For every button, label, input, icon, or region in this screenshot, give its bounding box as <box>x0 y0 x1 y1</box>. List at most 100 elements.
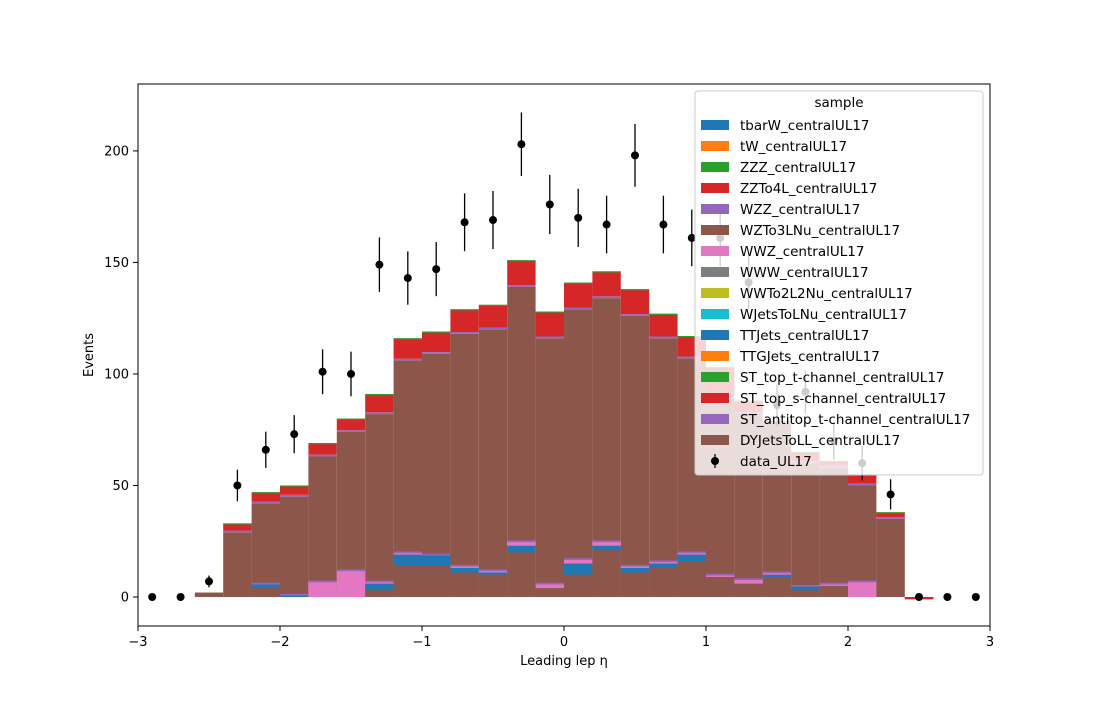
bars-layer <box>194 260 934 600</box>
green-sliver-bar <box>620 289 650 291</box>
green-sliver-bar <box>649 313 678 315</box>
data-point <box>233 481 242 490</box>
minor-wwz-bar <box>819 583 848 586</box>
minor-edge-bar <box>564 558 593 560</box>
legend-label: ST_antitop_t-channel_centralUL17 <box>740 412 970 428</box>
legend-swatch <box>701 393 729 403</box>
minor-dy-bar <box>734 583 763 598</box>
legend-swatch <box>701 309 729 319</box>
minor-wwz-bar <box>365 581 394 584</box>
minor-ttjets-bar <box>620 568 650 573</box>
minor-dy-bar <box>706 576 735 598</box>
legend-label: tW_centralUL17 <box>740 139 847 155</box>
minor-ttjets-bar <box>677 554 706 562</box>
y-axis-label: Events <box>82 333 97 377</box>
red-stack-bar <box>592 271 621 297</box>
y-tick-label: 200 <box>104 144 129 159</box>
data-point <box>205 577 213 586</box>
minor-edge-bar <box>365 580 394 583</box>
minor-ttjets-bar <box>507 545 536 553</box>
legend-label: WZZ_centralUL17 <box>740 202 860 218</box>
green-sliver-bar <box>507 260 536 262</box>
legend-label: WJetsToLNu_centralUL17 <box>740 307 907 323</box>
red-stack-bar <box>365 394 394 413</box>
red-stack-bar <box>478 304 508 328</box>
minor-dy-bar <box>592 550 621 598</box>
red-stack-bar <box>564 282 593 308</box>
red-stack-bar <box>308 443 337 455</box>
legend-swatch <box>701 162 729 172</box>
red-stack-bar <box>535 311 564 337</box>
boundary-bar <box>507 285 536 287</box>
legend: sample tbarW_centralUL17 tW_centralUL17 ZZ… <box>694 90 984 476</box>
boundary-bar <box>450 332 479 334</box>
data-point <box>517 140 526 149</box>
legend-swatch <box>701 414 729 424</box>
minor-edge-bar <box>308 580 337 583</box>
data-point <box>403 274 412 283</box>
legend-swatch <box>701 351 729 361</box>
x-tick-label: −1 <box>412 635 431 650</box>
boundary-bar <box>308 454 337 457</box>
data-point <box>489 216 497 225</box>
green-sliver-bar <box>280 485 309 487</box>
minor-ttjets-bar <box>365 583 394 591</box>
minor-edge-bar <box>819 582 848 585</box>
legend-swatch <box>701 225 729 235</box>
green-sliver-bar <box>535 311 564 313</box>
minor-edge-bar <box>535 582 564 585</box>
x-tick-label: 2 <box>844 635 852 650</box>
data-point <box>915 593 923 602</box>
minor-edge-bar <box>734 578 763 581</box>
green-sliver-bar <box>478 304 508 306</box>
minor-dy-bar <box>422 565 451 598</box>
dy-bar <box>819 467 848 598</box>
minor-dy-bar <box>478 574 508 598</box>
boundary-bar <box>223 530 252 533</box>
minor-edge-bar <box>649 560 678 563</box>
dy-bar <box>620 315 650 598</box>
boundary-bar <box>592 296 621 299</box>
minor-wwz-bar <box>564 559 593 564</box>
green-sliver-bar <box>422 331 451 333</box>
minor-ttjets-bar <box>393 554 422 566</box>
x-tick-label: 3 <box>986 635 994 650</box>
minor-edge-bar <box>507 540 536 543</box>
red-stack-bar <box>620 289 650 315</box>
x-tick-label: −3 <box>128 635 147 650</box>
legend-swatch <box>701 267 729 277</box>
minor-edge-bar <box>478 569 508 572</box>
minor-edge-bar <box>336 569 366 572</box>
legend-swatch <box>701 246 729 256</box>
green-sliver-bar <box>876 512 905 514</box>
green-sliver-bar <box>592 271 621 273</box>
dy-bar <box>280 496 309 598</box>
red-stack-bar <box>393 338 422 359</box>
minor-dy-bar <box>535 588 564 598</box>
legend-label: DYJetsToLL_centralUL17 <box>740 433 900 449</box>
red-stack-bar <box>649 313 678 337</box>
dy-bar <box>365 414 394 598</box>
minor-ttjets-bar <box>791 585 820 591</box>
x-tick-label: −2 <box>270 635 289 650</box>
legend-label: WWZ_centralUL17 <box>740 244 864 260</box>
dy-bar <box>876 518 905 598</box>
boundary-bar <box>336 430 366 432</box>
legend-label: ZZTo4L_centralUL17 <box>740 181 877 197</box>
minor-ttjets-bar <box>280 594 309 598</box>
red-stack-bar <box>507 260 536 286</box>
legend-swatch <box>701 288 729 298</box>
green-sliver-bar <box>677 336 706 338</box>
legend-swatch <box>701 183 729 193</box>
minor-wwz-bar <box>507 541 536 546</box>
red-stack-bar <box>223 523 252 531</box>
data-point <box>148 593 157 602</box>
data-point <box>375 260 384 269</box>
minor-dy-bar <box>620 572 650 598</box>
boundary-bar <box>620 314 650 316</box>
dy-bar <box>649 338 678 598</box>
dy-bar <box>450 333 479 598</box>
minor-wwz-bar <box>734 579 763 584</box>
boundary-bar <box>422 352 451 354</box>
